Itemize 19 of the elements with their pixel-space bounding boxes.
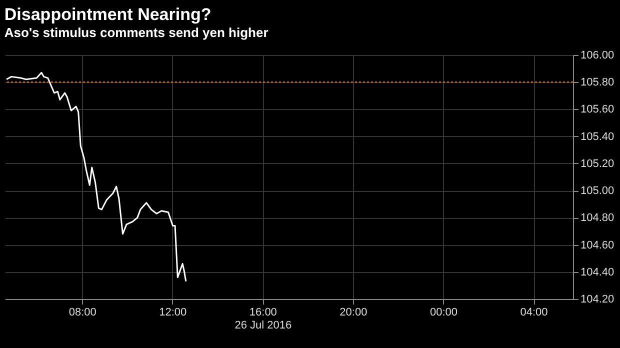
x-tick-label: 16:00 26 Jul 2016 (234, 306, 292, 332)
line-series (6, 72, 187, 282)
y-tick-label: 105.60 (580, 104, 614, 116)
y-tick-label: 104.20 (580, 294, 614, 306)
y-tick-label: 106.00 (580, 50, 614, 62)
chart-title: Disappointment Nearing? (4, 5, 212, 24)
chart-subtitle: Aso's stimulus comments send yen higher (4, 25, 268, 40)
y-tick-label: 104.40 (580, 266, 614, 278)
y-tick-label: 104.60 (580, 239, 614, 252)
y-tick-label: 105.40 (580, 130, 614, 143)
y-tick-label: 105.20 (580, 158, 614, 170)
x-tick-label: 00:00 (430, 306, 458, 318)
y-tick-label: 105.80 (580, 76, 614, 89)
x-tick-label: 20:00 (340, 306, 368, 318)
y-tick-label: 105.00 (580, 185, 614, 198)
y-tick-label: 104.80 (580, 212, 614, 224)
x-tick-label: 12:00 (159, 306, 187, 318)
x-tick-label: 08:00 (68, 306, 96, 318)
x-tick-label: 04:00 (520, 306, 548, 318)
